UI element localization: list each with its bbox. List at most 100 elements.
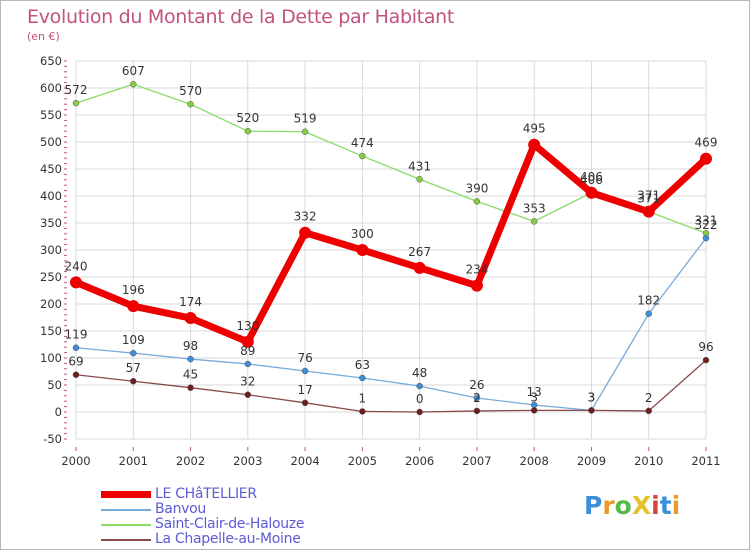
data-point-la-chapelle-au-moine — [244, 391, 252, 398]
chart-title: Evolution du Montant de la Dette par Hab… — [27, 6, 455, 28]
data-label-banvou: 63 — [355, 358, 370, 372]
data-point-la-chapelle-au-moine — [359, 408, 366, 415]
y-tick-label: 100 — [40, 351, 62, 365]
x-tick-label: 2007 — [462, 454, 491, 468]
chart-subtitle: (en €) — [27, 30, 60, 43]
legend-item-la-chapelle-au-moine: La Chapelle-au-Moine — [101, 531, 421, 547]
data-point-la-chapelle-au-moine — [416, 408, 423, 416]
legend-label-saint-clair-de-halouze: Saint-Clair-de-Halouze — [155, 516, 305, 532]
data-label-la-chapelle-au-moine: 57 — [126, 361, 141, 375]
data-point-banvou — [301, 367, 309, 375]
data-label-banvou: 26 — [469, 378, 484, 392]
data-point-banvou — [473, 394, 481, 402]
logo-letter: i — [651, 491, 660, 520]
data-label-le-ch-tellier: 371 — [637, 189, 660, 203]
data-point-la-chapelle-au-moine — [301, 399, 309, 407]
series-line-le-ch-tellier — [72, 141, 710, 346]
data-label-saint-clair-de-halouze: 520 — [236, 111, 259, 125]
data-label-le-ch-tellier: 196 — [122, 283, 145, 297]
data-label-la-chapelle-au-moine: 2 — [473, 391, 481, 405]
y-tick-label: 450 — [40, 162, 62, 176]
x-tick-label: 2000 — [61, 454, 90, 468]
data-label-la-chapelle-au-moine: 32 — [240, 375, 255, 389]
data-point-saint-clair-de-halouze — [130, 80, 137, 88]
data-label-le-ch-tellier: 267 — [408, 245, 431, 259]
data-point-banvou — [702, 234, 710, 242]
legend-item-saint-clair-de-halouze: Saint-Clair-de-Halouze — [101, 516, 421, 532]
data-point-banvou — [244, 360, 252, 368]
logo-letter: o — [614, 491, 632, 520]
data-label-le-ch-tellier: 300 — [351, 227, 374, 241]
data-label-saint-clair-de-halouze: 607 — [122, 64, 145, 78]
data-point-le-ch-tellier — [356, 244, 369, 256]
data-label-saint-clair-de-halouze: 371 — [637, 192, 660, 206]
y-tick-label: 650 — [40, 54, 62, 68]
data-point-saint-clair-de-halouze — [301, 128, 309, 135]
logo-letter: P — [584, 491, 603, 520]
legend-swatch-la-chapelle-au-moine — [101, 539, 151, 541]
data-point-banvou — [130, 349, 137, 357]
data-label-banvou: 13 — [527, 385, 542, 399]
data-label-banvou: 76 — [297, 351, 312, 365]
data-label-la-chapelle-au-moine: 96 — [698, 340, 713, 354]
data-point-saint-clair-de-halouze — [72, 99, 80, 107]
data-label-banvou: 119 — [65, 328, 88, 342]
data-label-la-chapelle-au-moine: 0 — [416, 392, 424, 406]
x-tick-label: 2006 — [405, 454, 434, 468]
data-label-saint-clair-de-halouze: 331 — [695, 213, 718, 227]
data-point-la-chapelle-au-moine — [72, 371, 80, 378]
data-point-la-chapelle-au-moine — [530, 407, 538, 414]
data-point-le-ch-tellier — [470, 279, 483, 292]
data-point-la-chapelle-au-moine — [130, 377, 137, 385]
y-tick-label: 500 — [40, 135, 62, 149]
y-tick-label: 400 — [40, 189, 62, 203]
logo-letter: i — [671, 491, 681, 520]
logo-letter: r — [602, 491, 615, 520]
legend-swatch-banvou — [101, 509, 151, 511]
legend-label-le-chatellier: LE CHâTELLIER — [155, 486, 257, 502]
x-tick-label: 2001 — [119, 454, 148, 468]
data-label-saint-clair-de-halouze: 572 — [65, 83, 88, 97]
y-tick-label: 250 — [40, 270, 62, 284]
data-label-le-ch-tellier: 406 — [580, 170, 603, 184]
data-point-banvou — [72, 344, 80, 351]
data-point-la-chapelle-au-moine — [702, 356, 710, 364]
series-line-banvou — [75, 237, 707, 412]
data-point-le-ch-tellier — [184, 312, 197, 325]
data-label-saint-clair-de-halouze: 519 — [294, 112, 317, 126]
y-tick-label: 150 — [40, 324, 62, 338]
data-point-le-ch-tellier — [127, 300, 140, 313]
data-label-banvou: 3 — [588, 390, 596, 404]
x-tick-label: 2010 — [634, 454, 663, 468]
data-point-saint-clair-de-halouze — [187, 100, 194, 108]
x-tick-label: 2004 — [290, 454, 319, 468]
data-point-la-chapelle-au-moine — [473, 407, 481, 415]
data-point-le-ch-tellier — [700, 152, 712, 165]
x-tick-label: 2011 — [691, 454, 720, 468]
data-point-saint-clair-de-halouze — [244, 127, 252, 135]
data-point-le-ch-tellier — [528, 138, 541, 151]
data-label-le-ch-tellier: 174 — [179, 295, 202, 309]
legend-swatch-saint-clair-de-halouze — [101, 524, 151, 526]
legend-item-banvou: Banvou — [101, 501, 421, 517]
data-label-banvou: 48 — [412, 366, 427, 380]
x-tick-label: 2002 — [176, 454, 205, 468]
legend-label-banvou: Banvou — [155, 501, 206, 517]
legend-item-le-chatellier: LE CHâTELLIER — [101, 486, 421, 502]
y-tick-label: 600 — [40, 81, 62, 95]
data-label-le-ch-tellier: 332 — [294, 210, 317, 224]
data-label-la-chapelle-au-moine: 1 — [359, 391, 367, 405]
data-point-la-chapelle-au-moine — [645, 407, 652, 415]
data-label-saint-clair-de-halouze: 390 — [465, 181, 488, 195]
data-label-saint-clair-de-halouze: 431 — [408, 159, 431, 173]
data-point-banvou — [359, 374, 366, 382]
data-label-le-ch-tellier: 495 — [523, 122, 546, 136]
data-label-la-chapelle-au-moine: 69 — [68, 355, 83, 369]
y-tick-label: 350 — [40, 216, 62, 230]
x-tick-label: 2003 — [233, 454, 262, 468]
data-label-la-chapelle-au-moine: 45 — [183, 368, 198, 382]
legend-label-la-chapelle-au-moine: La Chapelle-au-Moine — [155, 531, 301, 547]
y-tick-label: 50 — [47, 378, 62, 392]
